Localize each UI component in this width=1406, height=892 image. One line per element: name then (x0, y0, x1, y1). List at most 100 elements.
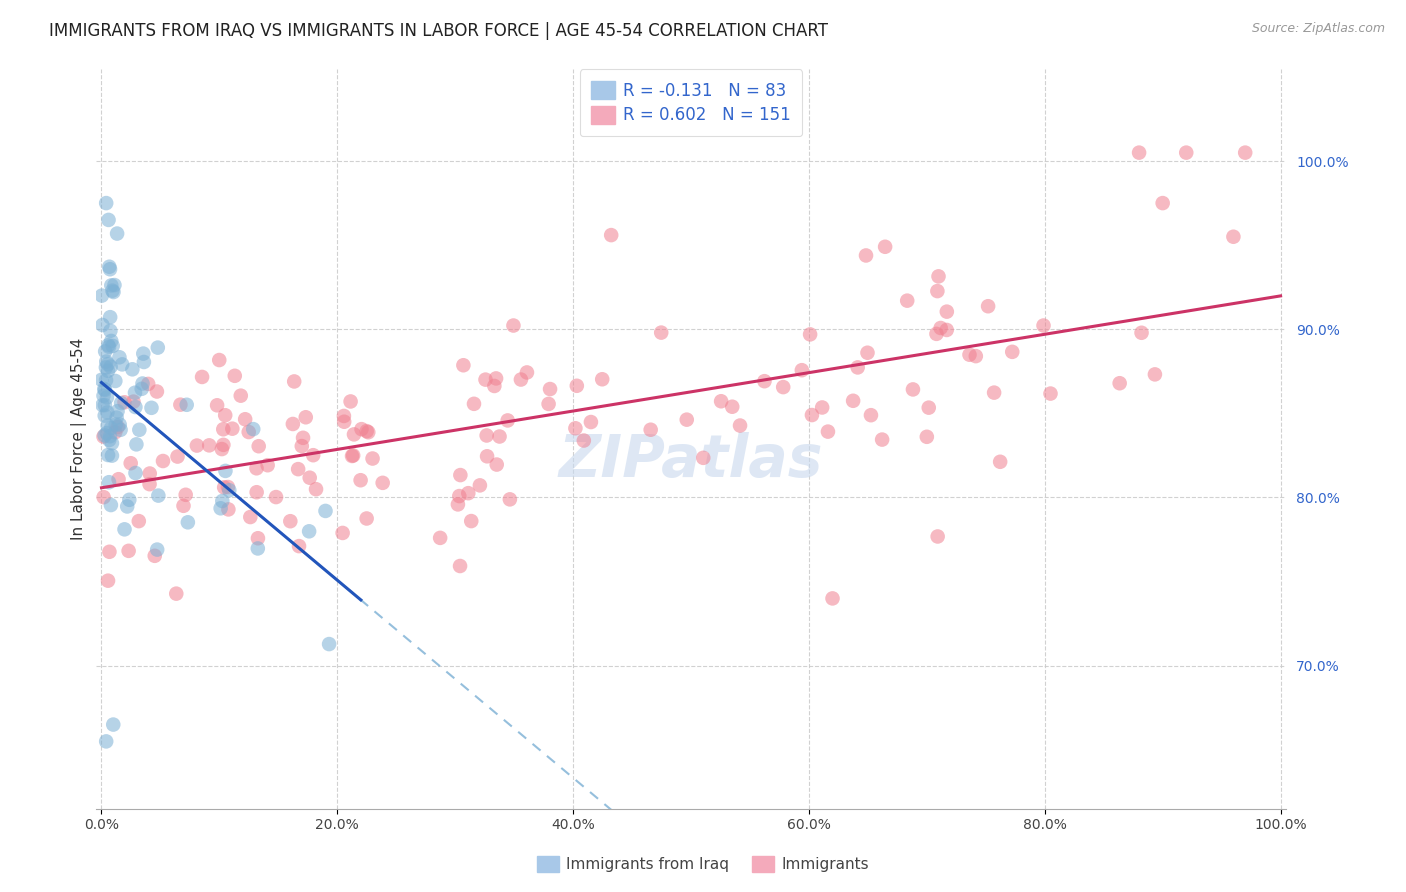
Point (208, 353, 231, 368)
Point (579, 415, 602, 429)
Point (98, 262, 121, 277)
Point (131, 382, 153, 396)
Point (104, 374, 127, 388)
Point (98, 260, 121, 274)
Point (108, 351, 131, 365)
Point (811, 401, 834, 415)
Point (169, 398, 191, 412)
Point (357, 425, 380, 440)
Point (91, 398, 114, 412)
Point (927, 284, 949, 298)
Point (600, 228, 623, 243)
Point (224, 368, 246, 383)
Point (96, 391, 118, 405)
Point (138, 477, 160, 491)
Point (1222, 229, 1244, 244)
Point (132, 355, 155, 369)
Point (496, 413, 519, 427)
Point (1234, 145, 1257, 160)
Point (211, 494, 233, 508)
Point (246, 531, 269, 545)
Point (136, 376, 159, 391)
Point (935, 323, 957, 337)
Point (90, 288, 112, 302)
Point (214, 464, 236, 478)
Point (460, 514, 482, 528)
Point (983, 385, 1005, 400)
Point (97, 213, 120, 227)
Point (100, 498, 122, 512)
Point (484, 379, 506, 393)
Point (333, 409, 356, 423)
Point (901, 383, 924, 397)
Point (118, 492, 141, 507)
Point (115, 500, 138, 514)
Point (754, 374, 776, 388)
Point (94, 383, 117, 397)
Point (110, 423, 132, 437)
Point (165, 587, 187, 601)
Point (96, 734, 118, 748)
Legend: R = -0.131   N = 83, R = 0.602   N = 151: R = -0.131 N = 83, R = 0.602 N = 151 (579, 70, 803, 136)
Point (233, 412, 256, 426)
Point (117, 544, 139, 558)
Point (93, 389, 115, 403)
Point (915, 430, 938, 444)
Point (772, 380, 794, 394)
Point (211, 442, 233, 456)
Point (291, 439, 314, 453)
Point (856, 345, 879, 359)
Point (516, 366, 538, 380)
Point (98, 475, 121, 490)
Point (94, 344, 117, 359)
Point (485, 371, 508, 385)
Point (91, 318, 114, 332)
Point (927, 529, 949, 543)
Point (572, 434, 595, 448)
Point (339, 394, 361, 409)
Point (475, 450, 498, 464)
Point (121, 362, 143, 376)
Point (859, 408, 882, 422)
Point (591, 372, 613, 386)
Point (94, 373, 117, 387)
Point (474, 373, 496, 387)
Point (229, 389, 252, 403)
Point (217, 502, 239, 516)
Point (128, 423, 150, 437)
Point (93, 490, 115, 504)
Point (447, 497, 470, 511)
Point (111, 358, 134, 372)
Point (152, 454, 174, 468)
Point (463, 397, 485, 411)
Point (176, 398, 198, 412)
Point (870, 433, 893, 447)
Point (101, 449, 124, 463)
Point (485, 458, 508, 472)
Point (107, 420, 129, 434)
Point (97, 448, 120, 462)
Point (846, 360, 869, 375)
Point (538, 382, 561, 396)
Point (212, 438, 235, 452)
Point (453, 358, 475, 372)
Point (205, 398, 228, 412)
Point (96, 405, 118, 419)
Point (93, 428, 115, 442)
Point (101, 284, 124, 298)
Point (475, 428, 498, 442)
Point (103, 278, 125, 293)
Point (457, 486, 479, 500)
Point (692, 450, 714, 465)
Point (103, 717, 125, 731)
Point (449, 559, 471, 574)
Point (97, 418, 120, 433)
Point (728, 418, 751, 433)
Point (537, 397, 560, 411)
Point (101, 436, 124, 450)
Point (429, 531, 451, 545)
Point (146, 384, 169, 399)
Point (131, 376, 153, 391)
Point (1108, 376, 1130, 391)
Point (1130, 326, 1153, 340)
